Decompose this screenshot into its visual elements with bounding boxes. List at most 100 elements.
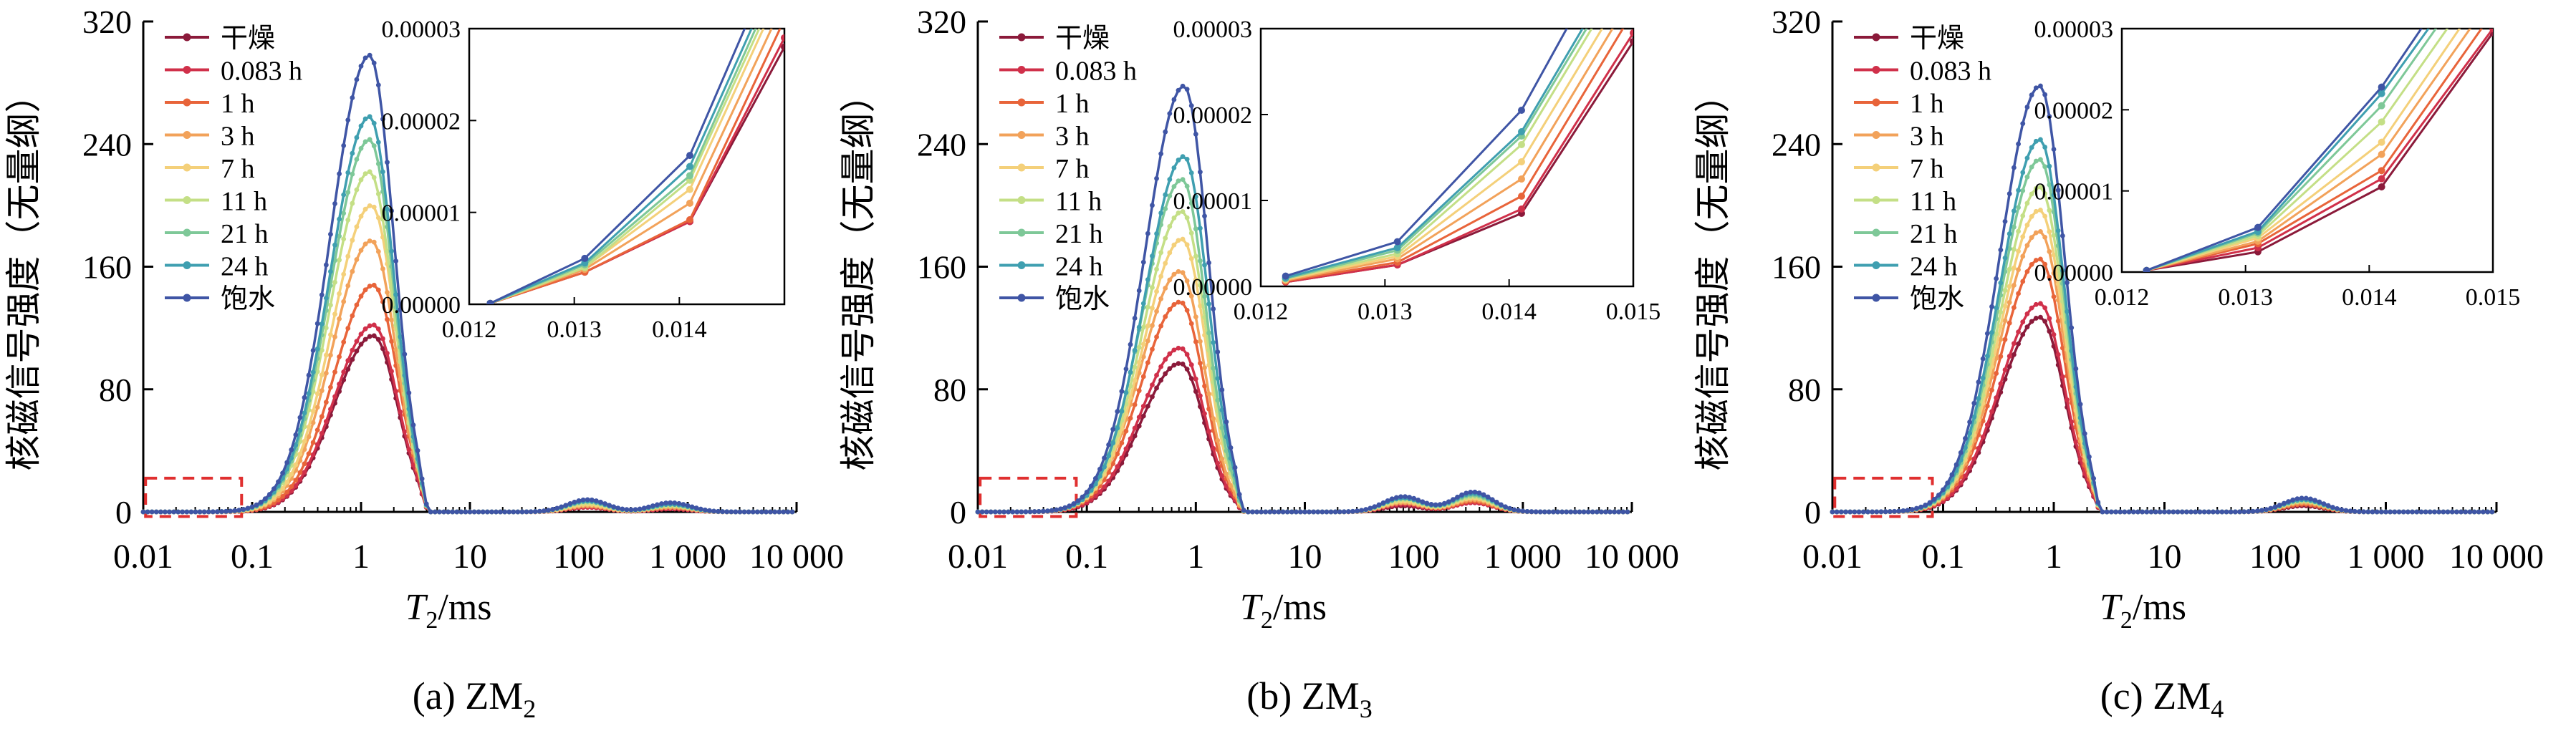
series-point: [1145, 338, 1150, 344]
series-point: [1140, 413, 1146, 419]
series-point: [385, 289, 390, 295]
series-point: [2069, 419, 2075, 425]
series-point: [2104, 509, 2110, 515]
series-point: [2029, 305, 2034, 311]
series-point: [310, 440, 316, 445]
series-point: [2303, 495, 2309, 501]
series-point: [1389, 496, 1395, 502]
series-point: [2410, 509, 2415, 515]
legend-swatch-marker: [1872, 196, 1880, 204]
series-point: [280, 493, 285, 499]
series-point: [1989, 304, 1994, 309]
series-point: [224, 508, 229, 514]
series-point: [1963, 473, 1968, 479]
series-point: [1163, 371, 1168, 377]
inset-series-point: [2378, 102, 2385, 110]
series-point: [2042, 261, 2048, 267]
series-point: [585, 497, 590, 503]
series-point: [2038, 157, 2043, 163]
legend-entry: 24 h: [1910, 252, 1958, 282]
series-point: [2038, 256, 2043, 262]
series-point: [249, 504, 255, 510]
series-point: [306, 434, 312, 440]
series-point: [1150, 285, 1155, 291]
series-point: [2459, 509, 2464, 515]
legend-swatch-marker: [1017, 131, 1026, 139]
series-point: [2016, 267, 2021, 273]
series-point: [2020, 213, 2026, 218]
series-point: [2051, 147, 2057, 152]
series-point: [345, 326, 351, 331]
x-tick-label: 1: [1187, 538, 1204, 576]
y-tick-label: 240: [1772, 126, 1821, 163]
series-point: [1110, 427, 1116, 432]
series-point: [1542, 509, 1547, 515]
series-point: [1158, 210, 1164, 216]
series-point: [2038, 301, 2043, 306]
series-point: [1320, 509, 1325, 515]
series-point: [554, 505, 559, 511]
series-point: [1123, 390, 1129, 395]
legend-entry: 0.083 h: [1055, 57, 1137, 87]
series-point: [2290, 497, 2296, 503]
series-point: [716, 508, 721, 514]
series-point: [1136, 359, 1142, 365]
inset-series-line: [1285, 29, 1614, 282]
series-point: [2294, 496, 2300, 502]
series-point: [1163, 314, 1168, 319]
legend-entry: 11 h: [221, 187, 267, 217]
inset-series-9: [1282, 29, 1568, 280]
series-3: [975, 299, 1630, 515]
series-point: [2171, 509, 2176, 515]
series-point: [197, 509, 203, 515]
series-point: [2432, 509, 2437, 515]
series-point: [1193, 277, 1198, 283]
series-point: [975, 509, 981, 515]
series-point: [153, 509, 159, 515]
series-point: [1594, 509, 1600, 515]
series-point: [1206, 301, 1211, 307]
series-point: [1202, 411, 1207, 417]
series-point: [489, 509, 494, 515]
series-point: [602, 501, 607, 506]
series-point: [2157, 509, 2163, 515]
series-point: [323, 262, 329, 268]
series-point: [2246, 509, 2251, 514]
inset-y-tick-label: 0.00000: [1173, 274, 1253, 301]
series-point: [2082, 431, 2087, 437]
series-point: [1171, 362, 1177, 368]
series-point: [389, 208, 394, 213]
series-point: [1176, 238, 1181, 243]
series-point: [2140, 509, 2145, 515]
series-point: [1512, 507, 1517, 513]
series-point: [1119, 389, 1125, 394]
series-point: [1163, 129, 1168, 135]
series-point: [1110, 440, 1116, 446]
series-point: [415, 447, 420, 453]
series-point: [319, 292, 325, 298]
series-point: [1923, 503, 1928, 508]
series-point: [1215, 437, 1221, 443]
series-point: [2020, 331, 2026, 337]
series-point: [367, 169, 373, 175]
inset-series-point: [686, 185, 693, 193]
series-point: [2077, 402, 2083, 407]
series-9: [975, 83, 1630, 515]
series-point: [1136, 415, 1142, 420]
x-tick-label: 0.1: [1065, 538, 1108, 576]
series-point: [1368, 505, 1373, 511]
series-point: [2392, 509, 2398, 515]
legend-swatch-marker: [183, 33, 191, 42]
series-point: [2038, 228, 2043, 234]
series-point: [358, 123, 364, 129]
series-point: [2038, 208, 2043, 213]
series-point: [2051, 294, 2057, 299]
series-point: [2033, 85, 2039, 91]
series-point: [737, 509, 743, 515]
series-point: [362, 206, 368, 212]
series-point: [184, 509, 190, 515]
series-point: [350, 313, 355, 319]
series-point: [1941, 487, 1946, 493]
series-point: [2051, 331, 2057, 337]
series-point: [1533, 509, 1539, 515]
